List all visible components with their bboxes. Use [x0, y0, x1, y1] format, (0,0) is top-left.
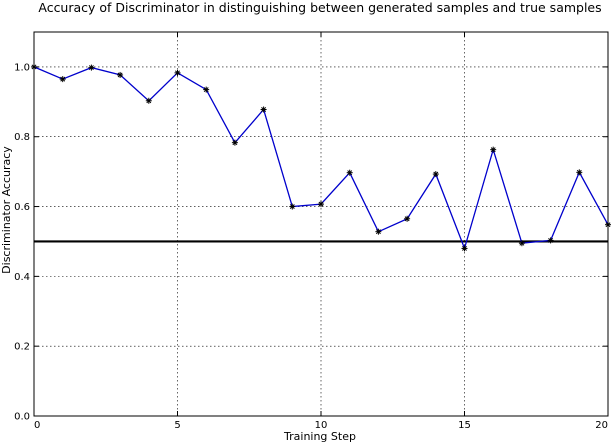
data-point	[203, 86, 210, 93]
data-point	[404, 215, 411, 222]
data-point	[260, 106, 267, 113]
x-tick-label: 5	[174, 420, 180, 431]
data-point	[174, 69, 181, 76]
y-tick-label: 0.2	[14, 342, 30, 353]
x-tick-label: 10	[315, 420, 328, 431]
y-tick-label: 0.8	[14, 132, 30, 143]
data-point	[547, 237, 554, 244]
data-point	[518, 240, 525, 247]
data-point	[289, 203, 296, 210]
x-tick-label: 0	[34, 420, 40, 431]
series-layer	[31, 63, 611, 252]
chart-title: Accuracy of Discriminator in distinguish…	[38, 0, 601, 15]
y-tick-label: 1.0	[14, 62, 30, 73]
x-axis-label: Training Step	[283, 430, 356, 442]
data-point	[432, 171, 439, 178]
y-tick-label: 0.0	[14, 412, 30, 423]
x-tick-label: 20	[595, 420, 608, 431]
data-point	[375, 228, 382, 235]
data-point	[88, 64, 95, 71]
grid	[34, 32, 608, 416]
ticks: 0 5 10 15 20 0.0 0.2 0.4 0.6 0.8 1.0	[14, 32, 609, 431]
data-point	[461, 245, 468, 252]
data-point	[117, 71, 124, 78]
y-axis-label: Discriminator Accuracy	[0, 146, 13, 274]
data-point	[576, 169, 583, 176]
data-point	[346, 169, 353, 176]
data-point	[145, 97, 152, 104]
x-tick-label: 15	[458, 420, 471, 431]
data-point	[59, 76, 66, 83]
data-point	[318, 201, 324, 208]
data-point	[231, 139, 238, 146]
data-point	[490, 146, 497, 153]
y-tick-label: 0.4	[14, 272, 30, 283]
y-tick-label: 0.6	[14, 202, 30, 213]
